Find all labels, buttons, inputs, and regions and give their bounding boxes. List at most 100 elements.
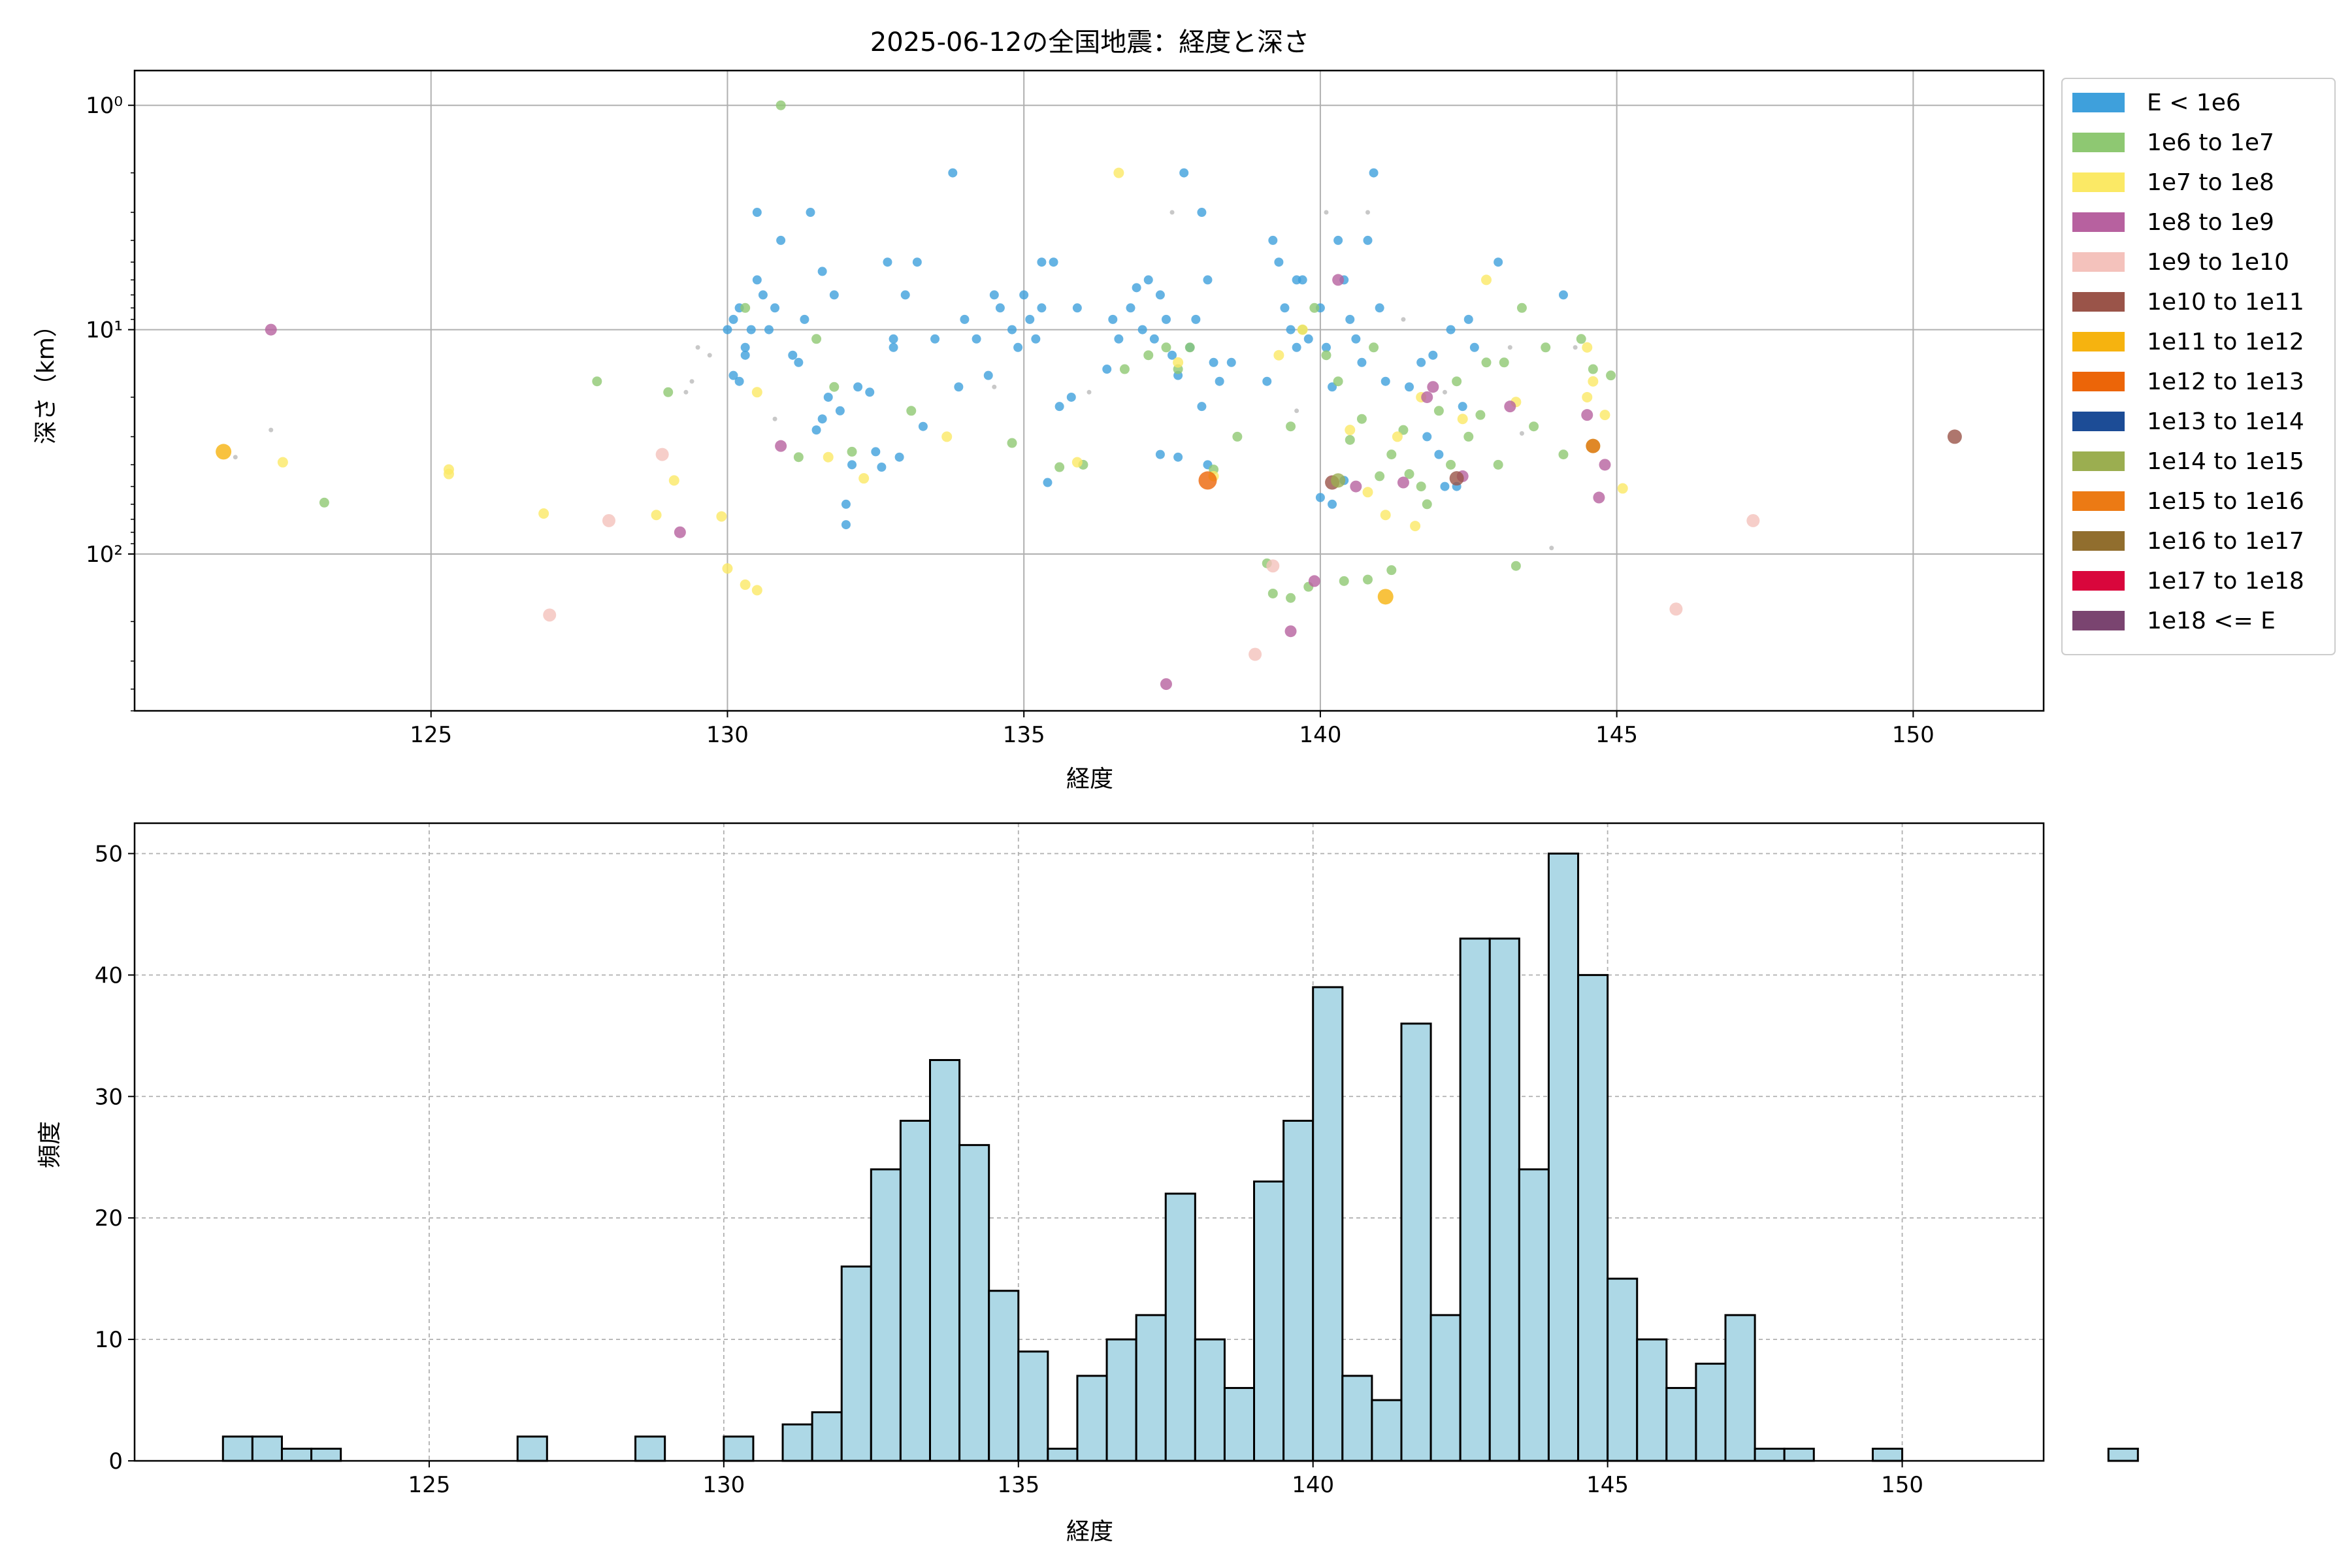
- histogram-bar: [870, 1168, 902, 1462]
- scatter-point: [1586, 438, 1601, 453]
- scatter-point: [1422, 432, 1432, 442]
- legend-swatch: [2072, 93, 2125, 112]
- histogram-y-tick-label: 50: [95, 841, 123, 867]
- legend-swatch: [2072, 133, 2125, 152]
- scatter-minor-point: [1401, 317, 1406, 322]
- scatter-point: [722, 563, 733, 574]
- scatter-point: [1558, 449, 1569, 460]
- histogram-bar: [1076, 1375, 1108, 1462]
- histogram-bar: [1783, 1447, 1815, 1462]
- scatter-point: [1191, 314, 1201, 324]
- scatter-point: [1197, 208, 1207, 218]
- scatter-point: [941, 431, 953, 442]
- scatter-point: [894, 452, 904, 462]
- scatter-point: [1321, 350, 1331, 361]
- legend-label: 1e11 to 1e12: [2147, 329, 2304, 355]
- scatter-point: [1345, 314, 1355, 324]
- scatter-point: [1404, 469, 1414, 480]
- scatter-point: [930, 334, 940, 344]
- scatter-minor-point: [1294, 408, 1299, 414]
- histogram-bar: [1488, 938, 1520, 1462]
- scatter-point: [983, 370, 993, 380]
- legend-swatch: [2072, 491, 2125, 511]
- scatter-y-axis-label: 深さ（km）: [33, 314, 59, 444]
- scatter-point: [918, 421, 928, 431]
- scatter-point: [1362, 487, 1373, 498]
- legend-label: 1e7 to 1e8: [2147, 169, 2274, 196]
- scatter-point: [1031, 334, 1041, 344]
- scatter-point: [1480, 274, 1492, 286]
- scatter-point: [1588, 364, 1598, 374]
- scatter-point: [1043, 478, 1053, 487]
- scatter-x-tick-label: 150: [1892, 722, 1935, 748]
- scatter-point: [1161, 342, 1171, 353]
- scatter-point: [592, 376, 602, 387]
- figure-title: 2025-06-12の全国地震：経度と深さ: [870, 27, 1309, 57]
- legend-swatch: [2072, 332, 2125, 351]
- scatter-point: [764, 325, 774, 335]
- legend-swatch: [2072, 172, 2125, 192]
- scatter-point: [1179, 168, 1189, 178]
- histogram-x-axis-label: 経度: [1066, 1518, 1113, 1545]
- scatter-point: [1398, 425, 1409, 435]
- scatter-point: [1137, 325, 1147, 335]
- scatter-point: [811, 425, 821, 435]
- scatter-point: [1582, 342, 1593, 353]
- scatter-minor-point: [695, 345, 700, 350]
- scatter-point: [746, 325, 756, 335]
- histogram-bar: [1459, 938, 1491, 1462]
- scatter-point: [1249, 647, 1262, 661]
- scatter-x-tick-label: 130: [706, 722, 749, 748]
- scatter-point: [972, 334, 981, 344]
- scatter-point: [1369, 342, 1379, 353]
- scatter-point: [1397, 476, 1409, 489]
- scatter-point: [1274, 257, 1284, 267]
- scatter-point: [1292, 342, 1301, 352]
- scatter-point: [1284, 625, 1297, 638]
- scatter-point: [1315, 493, 1325, 502]
- scatter-point: [841, 520, 851, 530]
- scatter-point: [1463, 431, 1474, 442]
- scatter-point: [1375, 303, 1384, 313]
- scatter-point: [1582, 391, 1593, 402]
- histogram-bar: [1665, 1386, 1697, 1462]
- scatter-point: [853, 382, 863, 392]
- scatter-point: [989, 290, 999, 300]
- scatter-point: [841, 499, 851, 509]
- scatter-point: [1452, 376, 1462, 387]
- scatter-point: [1268, 235, 1278, 245]
- scatter-point: [1025, 314, 1035, 324]
- legend-swatch: [2072, 372, 2125, 391]
- scatter-point: [1066, 392, 1076, 402]
- histogram-y-ticks: 0 10 20 30 40 50: [95, 841, 135, 1475]
- scatter-point: [775, 440, 787, 452]
- histogram-bar: [781, 1423, 813, 1462]
- scatter-point: [1380, 376, 1390, 386]
- scatter-point: [1350, 480, 1362, 493]
- scatter-point: [1054, 462, 1065, 472]
- scatter-point: [1529, 421, 1539, 432]
- scatter-point: [1363, 235, 1373, 245]
- scatter-point: [668, 475, 679, 486]
- scatter-point: [1669, 602, 1683, 616]
- histogram-bar: [1312, 986, 1344, 1462]
- scatter-point: [1463, 314, 1473, 324]
- scatter-point: [1328, 382, 1337, 392]
- scatter-minor-point: [1324, 210, 1329, 215]
- scatter-x-tick-label: 125: [410, 722, 452, 748]
- scatter-point: [1357, 357, 1367, 367]
- histogram-bar: [1135, 1314, 1167, 1462]
- scatter-point: [543, 608, 557, 622]
- scatter-point: [740, 302, 751, 313]
- scatter-point: [1037, 303, 1047, 313]
- scatter-minor-point: [1086, 389, 1092, 395]
- scatter-point: [1273, 350, 1284, 361]
- scatter-point: [655, 448, 669, 461]
- histogram-bar: [929, 1059, 961, 1462]
- legend-label: 1e15 to 1e16: [2147, 488, 2304, 515]
- scatter-point: [758, 290, 768, 300]
- scatter-point: [1209, 357, 1218, 367]
- scatter-point: [1197, 402, 1207, 412]
- scatter-point: [835, 406, 845, 416]
- histogram-bar: [1695, 1362, 1727, 1462]
